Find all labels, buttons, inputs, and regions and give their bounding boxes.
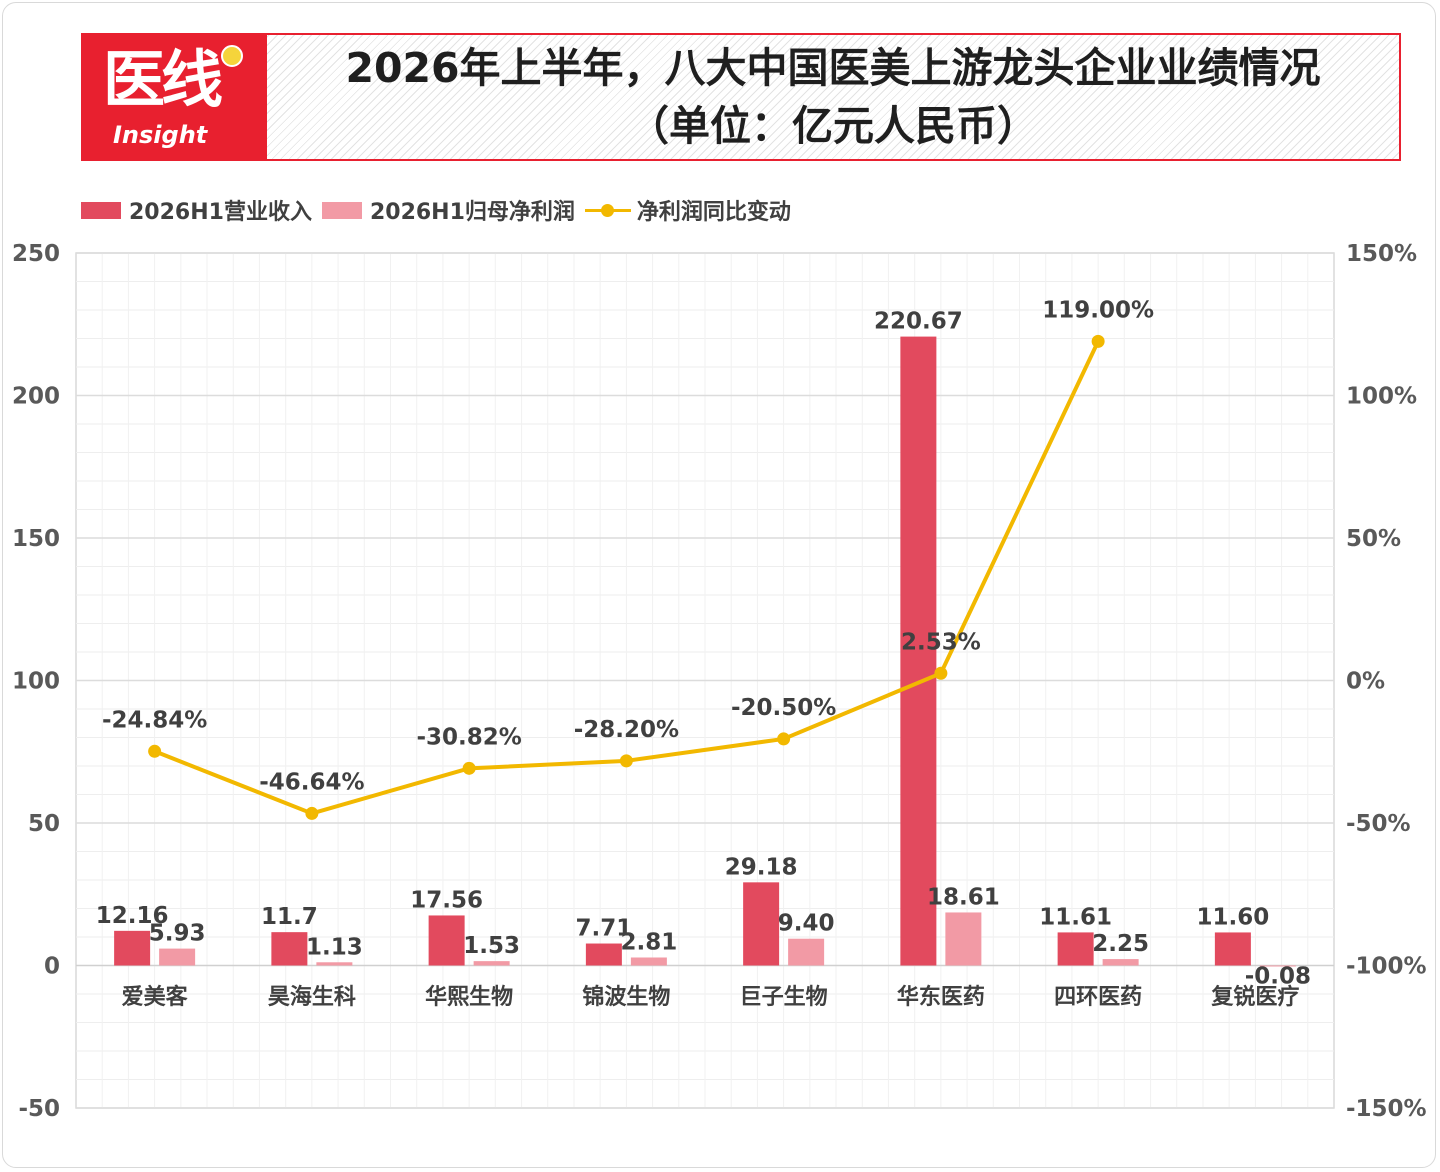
bar-profit [159,948,196,966]
point-growth [619,754,633,768]
point-growth [305,806,319,820]
legend-label-growth: 净利润同比变动 [636,200,791,225]
bar-profit [630,957,667,966]
bar-profit [1102,959,1139,966]
label-growth: -30.82% [416,724,521,750]
legend-swatch-growth [584,202,631,219]
label-growth: -28.20% [574,717,679,743]
label-profit: -0.08 [1245,964,1311,990]
title-line-2: （单位：亿元人民币） [628,102,1038,150]
y-right-tick-label: 0% [1346,669,1385,695]
label-profit: 9.40 [778,911,835,937]
bar-revenue [1214,932,1251,966]
label-growth: 2.53% [901,629,981,655]
bar-revenue [900,336,937,966]
x-category-label: 巨子生物 [740,984,828,1010]
label-revenue: 11.60 [1196,904,1269,930]
logo-subtext: Insight [113,121,208,149]
x-category-label: 四环医药 [1054,985,1142,1010]
y-left-tick-label: 250 [12,241,60,267]
chart-legend: 2026H1营业收入 2026H1归母净利润 净利润同比变动 [81,193,801,227]
title-banner: 医线 Insight 2026年上半年，八大中国医美上游龙头企业业绩情况 （单位… [81,33,1401,161]
logo-dot-icon [221,45,243,67]
x-category-label: 锦波生物 [582,984,670,1010]
label-revenue: 11.7 [261,904,318,930]
point-growth [148,744,162,758]
legend-label-revenue: 2026H1营业收入 [129,200,312,225]
legend-item-profit: 2026H1归母净利润 [321,194,575,226]
legend-item-growth: 净利润同比变动 [584,194,791,226]
bar-profit [788,938,825,966]
bar-profit [945,912,982,966]
title-line-1: 2026年上半年，八大中国医美上游龙头企业业绩情况 [345,44,1321,92]
y-left-tick-label: 150 [12,526,60,552]
point-growth [777,732,791,746]
label-revenue: 220.67 [874,309,963,335]
legend-item-revenue: 2026H1营业收入 [81,194,312,226]
y-right-tick-label: -100% [1346,954,1427,980]
legend-label-profit: 2026H1归母净利润 [369,200,575,225]
y-left-tick-label: 200 [12,384,60,410]
label-profit: 1.53 [463,933,520,959]
bar-revenue [114,930,151,966]
bar-revenue [585,943,622,966]
y-right-tick-label: 50% [1346,526,1401,552]
label-revenue: 12.16 [96,903,169,929]
bar-profit [1259,965,1296,967]
x-category-label: 昊海生科 [268,984,356,1010]
label-growth: -20.50% [731,695,836,721]
bar-profit [473,961,510,966]
label-profit: 2.25 [1092,931,1149,957]
chart-title: 2026年上半年，八大中国医美上游龙头企业业绩情况 （单位：亿元人民币） [267,35,1399,159]
label-revenue: 29.18 [725,854,798,880]
label-growth: 119.00% [1042,297,1154,323]
x-category-label: 爱美客 [122,984,189,1010]
legend-swatch-revenue [81,201,121,219]
bar-revenue [743,882,780,966]
point-growth [1091,334,1105,348]
logo-text: 医线 [103,43,223,116]
y-left-tick-label: 50 [28,811,60,837]
label-revenue: 11.61 [1039,904,1112,930]
label-revenue: 7.71 [576,916,633,942]
legend-swatch-profit [321,201,362,219]
bar-revenue [428,915,465,966]
label-profit: 1.13 [306,934,363,960]
y-left-tick-label: 100 [12,669,60,695]
x-category-label: 华熙生物 [425,984,513,1010]
point-growth [934,666,948,680]
label-profit: 18.61 [927,884,1000,910]
y-left-tick-label: 0 [44,954,60,980]
label-growth: -24.84% [102,707,207,733]
x-category-label: 复锐医疗 [1210,984,1299,1010]
y-right-tick-label: -150% [1346,1096,1427,1122]
label-profit: 5.93 [149,921,206,947]
label-profit: 2.81 [621,929,678,955]
y-right-tick-label: -50% [1346,811,1411,837]
label-growth: -46.64% [259,769,364,795]
bar-profit [316,962,353,966]
bar-revenue [271,932,308,966]
brand-logo: 医线 Insight [83,35,267,159]
bar-revenue [1057,932,1094,966]
point-growth [462,761,476,775]
label-revenue: 17.56 [410,887,483,913]
y-right-tick-label: 100% [1346,384,1417,410]
y-right-tick-label: 150% [1346,241,1417,267]
y-left-tick-label: -50 [18,1096,60,1122]
x-category-label: 华东医药 [897,984,985,1010]
